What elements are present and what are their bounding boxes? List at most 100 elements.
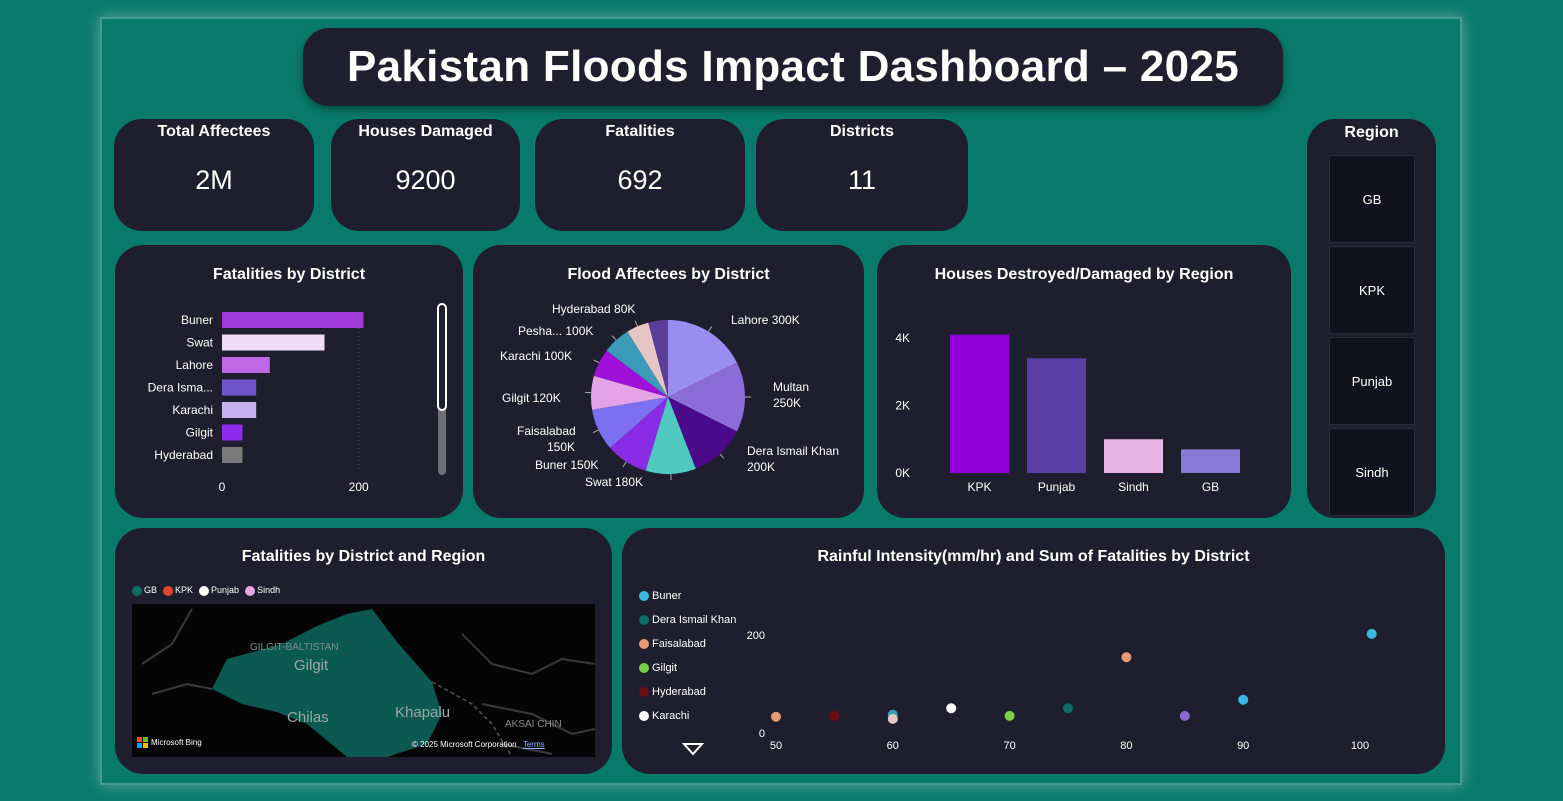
- kpi-houses-damaged: Houses Damaged 9200: [331, 119, 520, 231]
- bar-4: [222, 402, 257, 418]
- column-3: [1181, 449, 1240, 473]
- category-label: Karachi: [172, 403, 213, 417]
- legend-dot-icon: [639, 663, 649, 673]
- legend-dot-icon: [245, 585, 256, 596]
- chart-title: Fatalities by District: [212, 266, 366, 283]
- scatter-point-9: [1238, 694, 1249, 705]
- x-tick-label: 200: [349, 480, 369, 494]
- chart-title: Rainful Intensity(mm/hr) and Sum of Fata…: [817, 548, 1250, 565]
- map-copyright: © 2025 Microsoft Corporation Terms: [412, 740, 545, 749]
- legend-expand-icon[interactable]: [682, 742, 706, 758]
- bar-2: [222, 357, 270, 373]
- chart-title: Flood Affectees by District: [567, 266, 770, 283]
- pie-label-text: Swat 180K: [585, 475, 643, 489]
- category-label: Dera Isma...: [148, 381, 213, 395]
- pie-slice-4: [610, 397, 668, 471]
- kpi-value: 692: [617, 165, 663, 195]
- scatter-point-0: [771, 711, 781, 722]
- slicer-item-kpk[interactable]: KPK: [1329, 246, 1415, 334]
- flood-affectees-pie-chart: Flood Affectees by District Lahore 300K M…: [473, 245, 864, 518]
- scrollbar-thumb[interactable]: [437, 303, 447, 411]
- legend-item-sindh[interactable]: Sindh: [245, 585, 280, 596]
- region-slicer: Region GB KPK Punjab Sindh: [1307, 119, 1436, 518]
- map-canvas[interactable]: GILGIT-BALTISTAN Gilgit Chilas Khapalu A…: [132, 604, 595, 757]
- pie-slice-1: [668, 362, 745, 432]
- x-tick-label: 90: [1237, 740, 1249, 752]
- x-tick-label: 70: [1003, 740, 1015, 752]
- pie-label-2: Dera Ismail Khan 200K: [719, 444, 839, 474]
- y-tick-label: 0K: [895, 466, 910, 480]
- terms-link[interactable]: Terms: [522, 740, 545, 749]
- legend-dot-icon: [639, 639, 649, 649]
- legend-item-faisalabad[interactable]: Faisalabad: [639, 632, 736, 656]
- kpi-total-affectees: Total Affectees 2M: [114, 119, 314, 231]
- pie-label-text: Faisalabad: [517, 424, 576, 438]
- affectees-pie-svg: Lahore 300K Multan 250K Dera Ismail Khan 200…: [500, 302, 839, 489]
- category-label: Buner: [181, 313, 213, 327]
- column-2: [1104, 439, 1163, 473]
- legend-item-gb[interactable]: GB: [132, 585, 157, 596]
- legend-item-buner[interactable]: Buner: [639, 584, 736, 608]
- scatter-point-1: [829, 710, 840, 721]
- map-label-region: GILGIT-BALTISTAN: [250, 642, 339, 653]
- kpi-label: Total Affectees: [157, 123, 271, 140]
- legend-item-karachi[interactable]: Karachi: [639, 704, 736, 728]
- bar-1: [222, 334, 325, 351]
- x-category-label: GB: [1202, 480, 1219, 494]
- legend-dot-icon: [199, 585, 210, 596]
- pie-label-4: Buner 150K: [535, 458, 627, 472]
- legend-dot-icon: [639, 591, 649, 601]
- pie-label-7: Karachi 100K: [500, 349, 600, 364]
- chart-title: Houses Destroyed/Damaged by Region: [934, 266, 1234, 283]
- map-label-aksai: AKSAI CHIN: [505, 719, 562, 730]
- column-1: [1027, 358, 1086, 473]
- kpi-fatalities: Fatalities 692: [535, 119, 745, 231]
- map-label-chilas: Chilas: [287, 709, 329, 726]
- x-category-label: Sindh: [1118, 480, 1149, 494]
- map-label-khapalu: Khapalu: [395, 704, 450, 721]
- pie-label-text: Gilgit 120K: [502, 391, 561, 405]
- legend-item-gilgit[interactable]: Gilgit: [639, 656, 736, 680]
- pie-label-8: Pesha... 100K: [518, 324, 617, 341]
- pie-slice-9: [627, 322, 668, 397]
- map-region-gilgit-baltistan: [212, 609, 442, 757]
- pie-label-text: Buner 150K: [535, 458, 598, 472]
- scatter-point-3: [887, 713, 898, 724]
- kpi-value: 11: [847, 165, 877, 195]
- legend-item-dera-ismail-khan[interactable]: Dera Ismail Khan: [639, 608, 736, 632]
- pie-label-text: Karachi 100K: [500, 349, 572, 363]
- fatalities-map-panel: Fatalities by District and Region GB KPK…: [115, 528, 612, 774]
- pie-label-text: Dera Ismail Khan: [747, 444, 839, 458]
- slicer-item-sindh[interactable]: Sindh: [1329, 428, 1415, 516]
- slicer-item-gb[interactable]: GB: [1329, 155, 1415, 243]
- pie-slice-3: [645, 397, 696, 474]
- y-tick-label: 4K: [895, 331, 910, 345]
- legend-dot-icon: [639, 687, 649, 697]
- pie-label-text: Hyderabad 80K: [552, 302, 635, 316]
- dashboard-title-banner: Pakistan Floods Impact Dashboard – 2025: [303, 28, 1283, 106]
- scatter-point-5: [1004, 710, 1015, 721]
- chart-scrollbar[interactable]: [437, 303, 447, 475]
- category-label: Lahore: [176, 358, 214, 372]
- pie-label-1: Multan 250K: [745, 380, 809, 410]
- slicer-item-punjab[interactable]: Punjab: [1329, 337, 1415, 425]
- bar-3: [222, 379, 257, 396]
- x-tick-label: 60: [887, 740, 899, 752]
- pie-slice-5: [592, 397, 668, 448]
- legend-item-hyderabad[interactable]: Hyderabad: [639, 680, 736, 704]
- map-label-gilgit: Gilgit: [294, 657, 329, 674]
- kpi-districts: Districts 11: [756, 119, 968, 231]
- kpi-label: Fatalities: [605, 123, 675, 140]
- pie-label-3: Swat 180K: [585, 473, 672, 489]
- kpi-value: 9200: [395, 165, 456, 195]
- bing-logo: Microsoft Bing: [137, 737, 202, 748]
- legend-item-punjab[interactable]: Punjab: [199, 585, 239, 596]
- pie-label-text: Multan: [773, 380, 809, 394]
- pie-label-text: 250K: [773, 396, 801, 410]
- map-legend: GB KPK Punjab Sindh: [132, 585, 280, 596]
- pie-label-9: Hyderabad 80K: [552, 302, 639, 327]
- bar-6: [222, 447, 243, 463]
- legend-item-kpk[interactable]: KPK: [163, 585, 193, 596]
- pie-slice-10: [648, 320, 668, 397]
- legend-dot-icon: [163, 585, 174, 596]
